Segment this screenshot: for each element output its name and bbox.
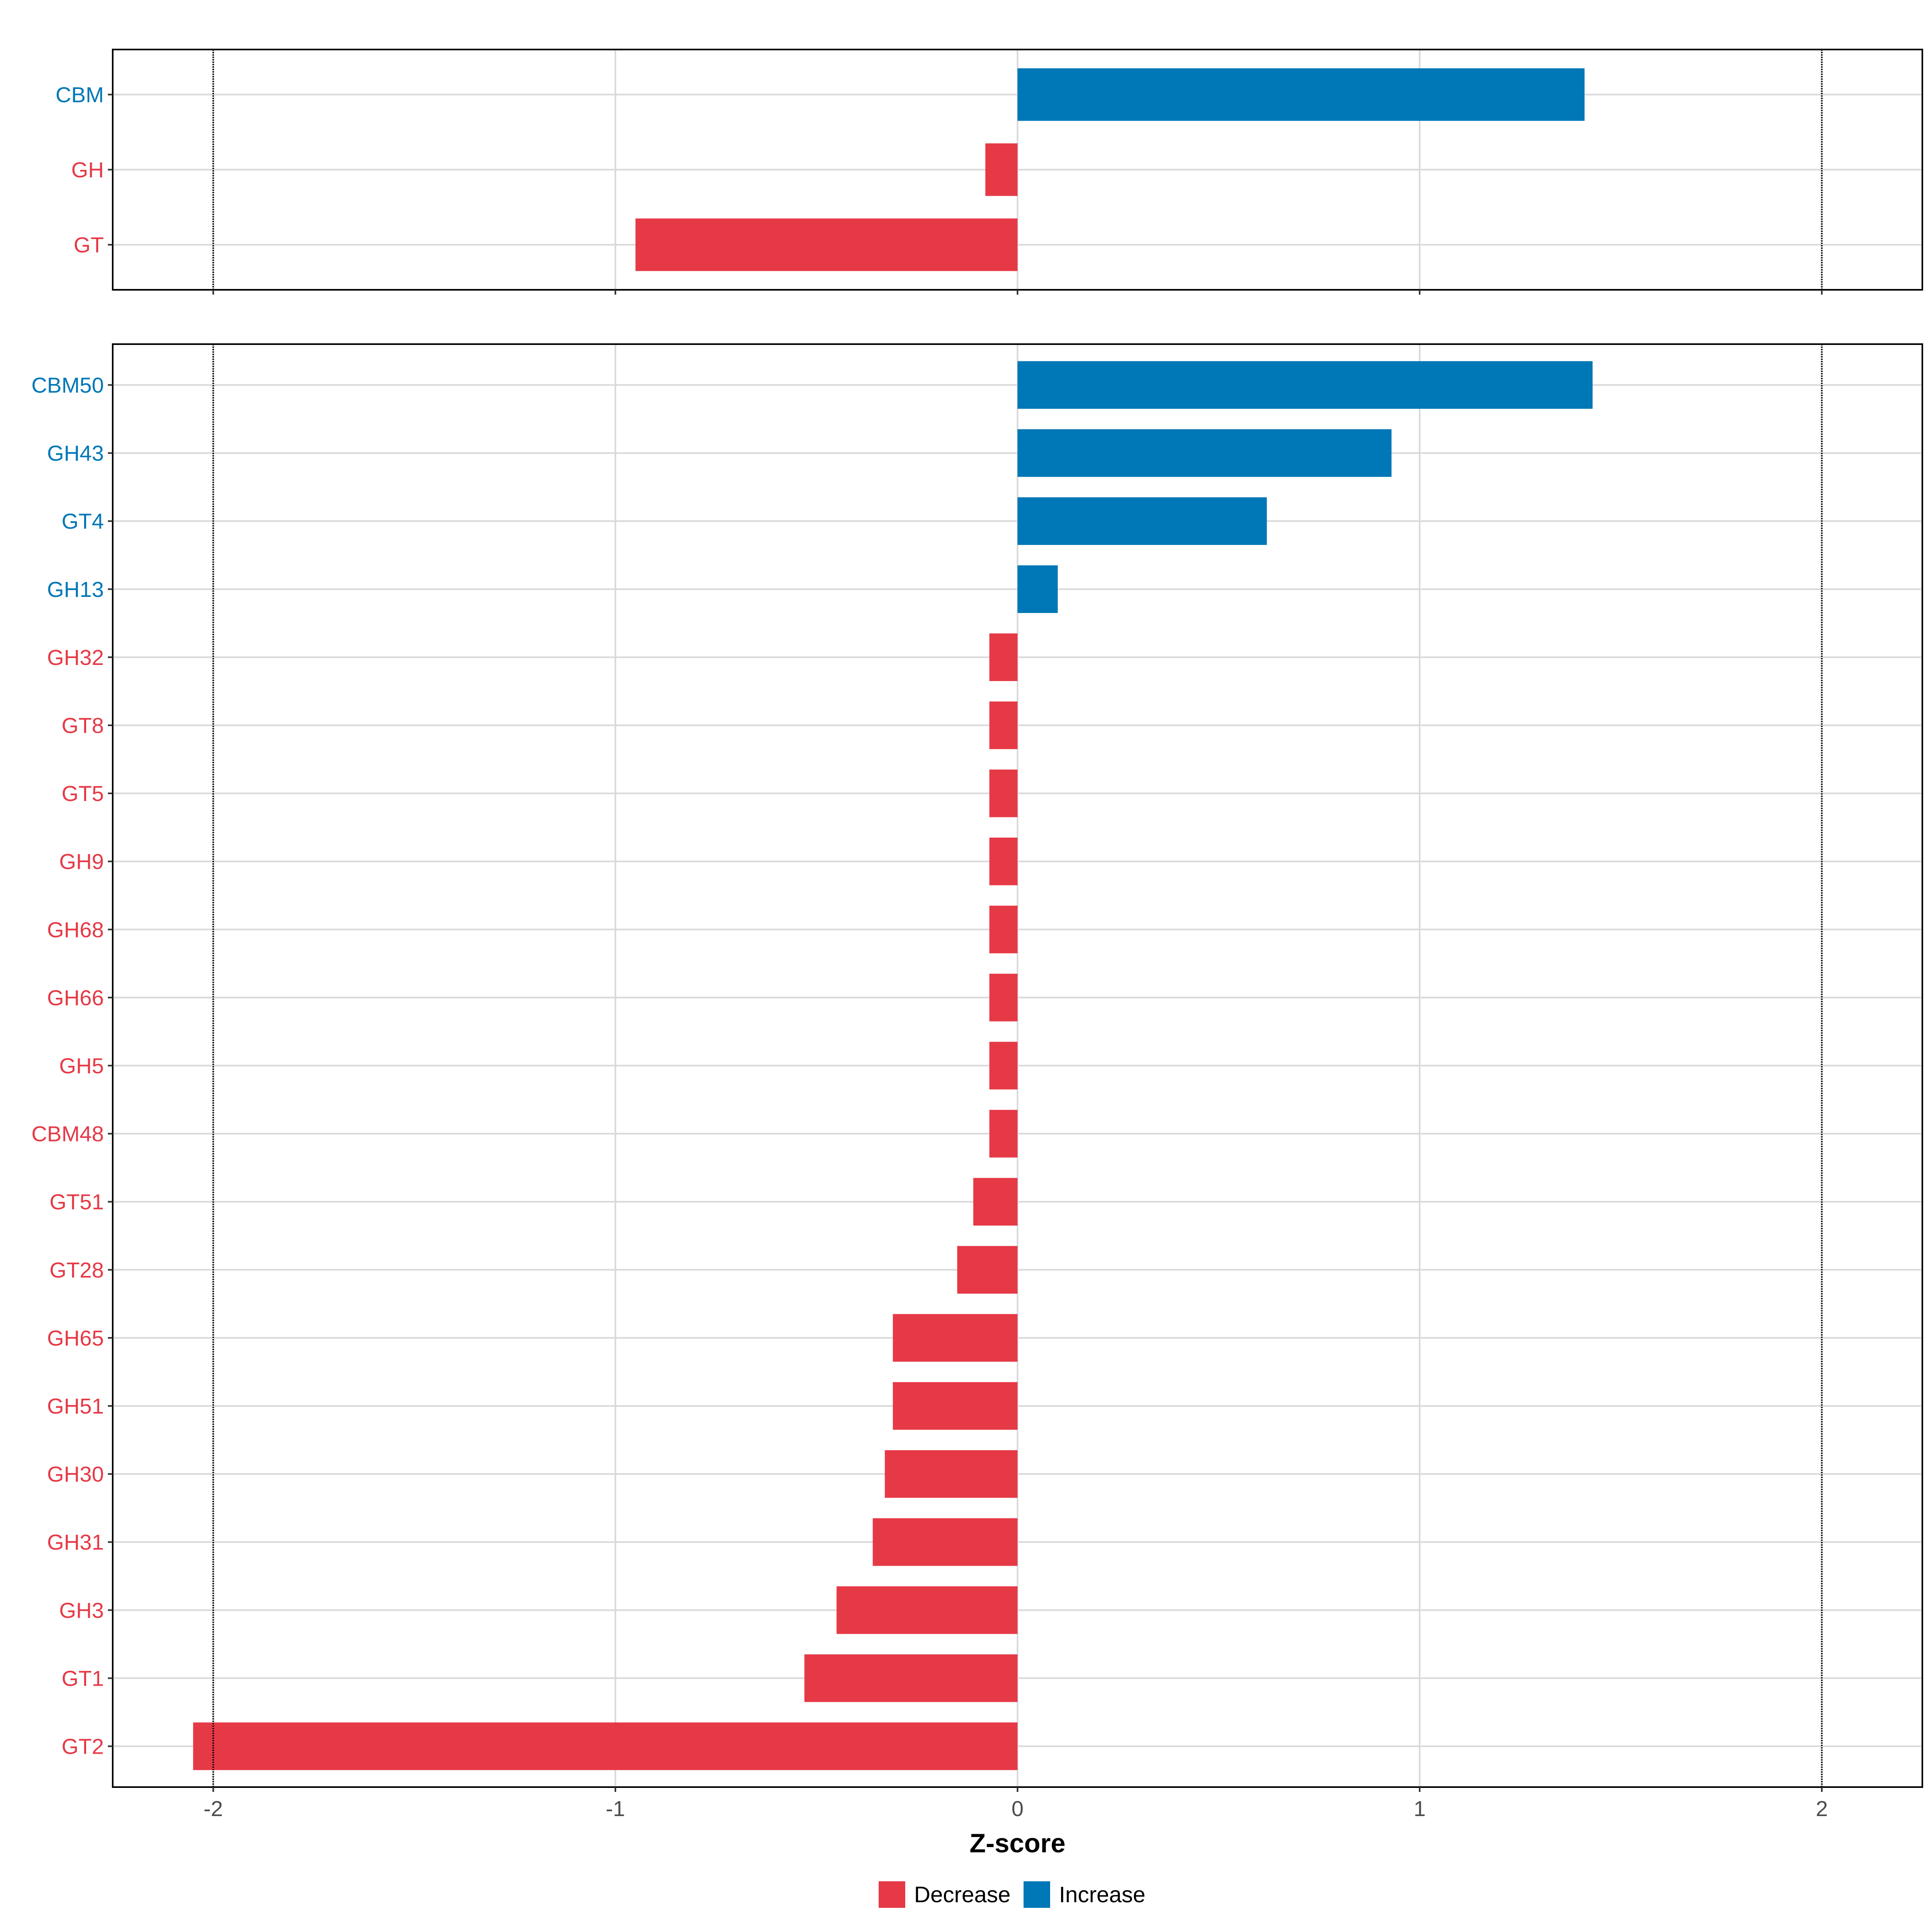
legend: Decrease Increase [879, 1881, 1146, 1908]
x-tick-label: -1 [606, 1797, 625, 1821]
category-label-gt28: GT28 [50, 1258, 104, 1282]
bar-gh32 [989, 633, 1018, 681]
category-label-cbm: CBM [56, 83, 104, 107]
category-label-gh3: GH3 [59, 1598, 104, 1622]
category-label-gh51: GH51 [47, 1394, 104, 1418]
category-label-gt1: GT1 [62, 1666, 104, 1690]
bar-gh51 [893, 1382, 1018, 1430]
x-tick-label: 0 [1011, 1797, 1024, 1821]
category-label-gt51: GT51 [50, 1190, 104, 1214]
category-label-gh: GH [71, 158, 104, 182]
bar-gh5 [989, 1042, 1018, 1090]
bar-gh43 [1018, 429, 1392, 477]
category-label-gh31: GH31 [47, 1530, 104, 1554]
bar-gh65 [893, 1314, 1018, 1362]
category-label-gh9: GH9 [59, 850, 104, 874]
category-label-gt8: GT8 [62, 714, 104, 738]
category-label-gt5: GT5 [62, 782, 104, 806]
category-label-gh30: GH30 [47, 1462, 104, 1486]
bar-gh9 [989, 838, 1018, 886]
category-label-gh66: GH66 [47, 986, 104, 1010]
bar-cbm48 [989, 1110, 1018, 1158]
legend-label-increase: Increase [1059, 1882, 1146, 1907]
bar-gh30 [885, 1450, 1018, 1498]
bar-gt [635, 218, 1018, 271]
bar-gt51 [973, 1178, 1018, 1226]
x-tick-label: 2 [1816, 1797, 1828, 1821]
legend-key-decrease [879, 1881, 905, 1908]
bar-gh68 [989, 906, 1018, 954]
bar-gt5 [989, 769, 1018, 817]
category-label-gh68: GH68 [47, 918, 104, 942]
bar-gh [985, 143, 1018, 196]
x-axis: -2 -1 0 1 2 [204, 1797, 1828, 1821]
category-label-gh5: GH5 [59, 1054, 104, 1078]
category-label-gh13: GH13 [47, 578, 104, 602]
x-axis-title: Z-score [970, 1828, 1065, 1858]
x-tick-label: -2 [204, 1797, 223, 1821]
category-label-gh32: GH32 [47, 646, 104, 670]
bar-gh31 [873, 1518, 1018, 1566]
bar-gh13 [1018, 565, 1058, 613]
bar-gt8 [989, 701, 1018, 749]
panel-top: CBM GH GT [56, 49, 1923, 295]
bar-gt4 [1018, 497, 1267, 545]
panel-bottom: CBM50 GH43 GT4 GH13 GH32 GT8 GT5 GH9 GH68 GH66 GH5… [31, 343, 1923, 1792]
bar-gh3 [836, 1586, 1018, 1634]
bar-gt28 [957, 1246, 1018, 1294]
chart-panels: CBM GH GT CBM50 GH43 GT4 GH13 GH32 GT8 GT5 GH9 GH68… [31, 49, 1923, 1792]
category-label-gt: GT [74, 233, 104, 257]
legend-label-decrease: Decrease [914, 1882, 1011, 1907]
legend-key-increase [1024, 1881, 1050, 1908]
category-label-gh65: GH65 [47, 1326, 104, 1350]
bar-cbm50 [1018, 361, 1593, 409]
x-tick-label: 1 [1414, 1797, 1426, 1821]
bar-gh66 [989, 974, 1018, 1022]
bar-cbm [1018, 68, 1585, 121]
category-label-gt2: GT2 [62, 1735, 104, 1759]
category-label-gt4: GT4 [62, 510, 104, 534]
category-label-cbm50: CBM50 [31, 373, 104, 397]
category-label-cbm48: CBM48 [31, 1122, 104, 1146]
category-label-gh43: GH43 [47, 442, 104, 466]
bar-gt1 [804, 1654, 1018, 1702]
bar-gt2 [193, 1722, 1018, 1770]
